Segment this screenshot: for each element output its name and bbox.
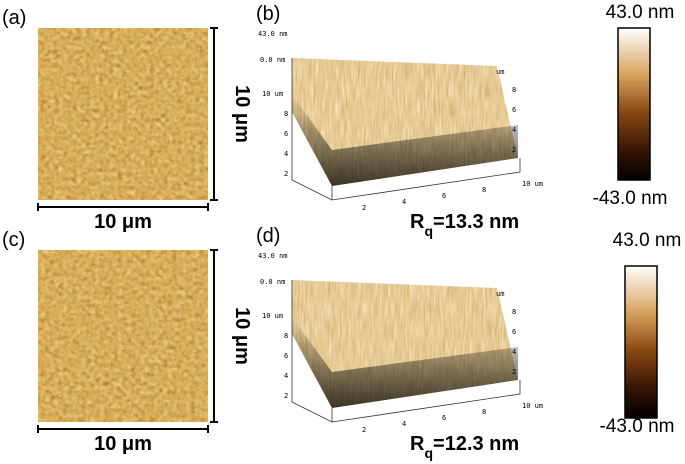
scale-label-x: 10 μm (94, 433, 152, 455)
scale-bar-x (37, 425, 209, 433)
axis-tick-label: 2 (362, 204, 366, 212)
axis-tick-label: 8 (482, 186, 486, 194)
axis-tick-label: 8 (512, 308, 516, 316)
panel-label: (a) (2, 7, 26, 29)
axis-tick-label: 4 (402, 420, 406, 428)
colorbar-min: -43.0 nm (600, 416, 675, 437)
scale-label-y: 10 μm (231, 85, 253, 143)
colorbar-min: -43.0 nm (593, 188, 668, 209)
axis-tick-label: 6 (512, 106, 516, 114)
axis-tick-label: 8 (284, 110, 288, 118)
surface-axes (291, 58, 521, 201)
colorbar-max: 43.0 nm (606, 2, 675, 23)
axis-tick-label: 2 (284, 170, 288, 178)
axis-tick-label: um (496, 290, 504, 298)
axis-tick-label: 10 um (522, 402, 543, 410)
panel-label: (d) (256, 225, 280, 247)
roughness-part: =12.3 nm (433, 433, 519, 455)
axis-tick-label: 6 (442, 192, 446, 200)
axis-tick-label: 10 um (262, 90, 283, 98)
surface-shade (292, 95, 518, 186)
z-label: 43.0 nm (258, 252, 288, 260)
roughness-part: q (424, 223, 433, 239)
axis-tick-label: 4 (402, 198, 406, 206)
panel-label: (b) (256, 3, 280, 25)
roughness: Rq=13.3 nm (410, 211, 519, 239)
axis-tick-label: 2 (512, 146, 516, 154)
axis-tick-label: 8 (284, 332, 288, 340)
scale-bar-y (210, 27, 218, 201)
roughness-part: R (410, 433, 425, 455)
roughness-part: R (410, 211, 425, 233)
afm-image (38, 28, 208, 200)
axis-tick-label: um (496, 68, 504, 76)
colorbar (617, 27, 651, 181)
axis-tick-label: 6 (442, 414, 446, 422)
axis-tick-label: 2 (512, 368, 516, 376)
axis-tick-label: 6 (284, 130, 288, 138)
axis-tick-label: 4 (512, 126, 516, 134)
surface-axes (291, 280, 521, 423)
scale-label-y: 10 μm (231, 307, 253, 365)
roughness-part: =13.3 nm (433, 211, 519, 233)
axis-tick-label: 10 um (522, 180, 543, 188)
scale-bar-x (37, 203, 209, 211)
scale-label-x: 10 μm (94, 211, 152, 233)
axis-tick-label: 2 (362, 426, 366, 434)
z-label: 43.0 nm (258, 30, 288, 38)
z-label: 0.0 nm (260, 278, 285, 286)
scale-bar-y (210, 249, 218, 423)
surface-shade (292, 317, 518, 408)
axis-tick-label: 4 (512, 348, 516, 356)
roughness: Rq=12.3 nm (410, 433, 519, 461)
colorbar-max: 43.0 nm (613, 230, 682, 251)
axis-tick-label: 2 (284, 392, 288, 400)
axis-tick-label: 6 (512, 328, 516, 336)
colorbar (624, 265, 658, 419)
axis-tick-label: 8 (482, 408, 486, 416)
panel-label: (c) (2, 229, 25, 251)
axis-tick-label: 4 (284, 372, 288, 380)
axis-tick-label: 4 (284, 150, 288, 158)
axis-tick-label: 6 (284, 352, 288, 360)
roughness-part: q (424, 445, 433, 461)
z-label: 0.0 nm (260, 56, 285, 64)
axis-tick-label: 8 (512, 86, 516, 94)
axis-tick-label: 10 um (262, 312, 283, 320)
afm-image (38, 250, 208, 422)
